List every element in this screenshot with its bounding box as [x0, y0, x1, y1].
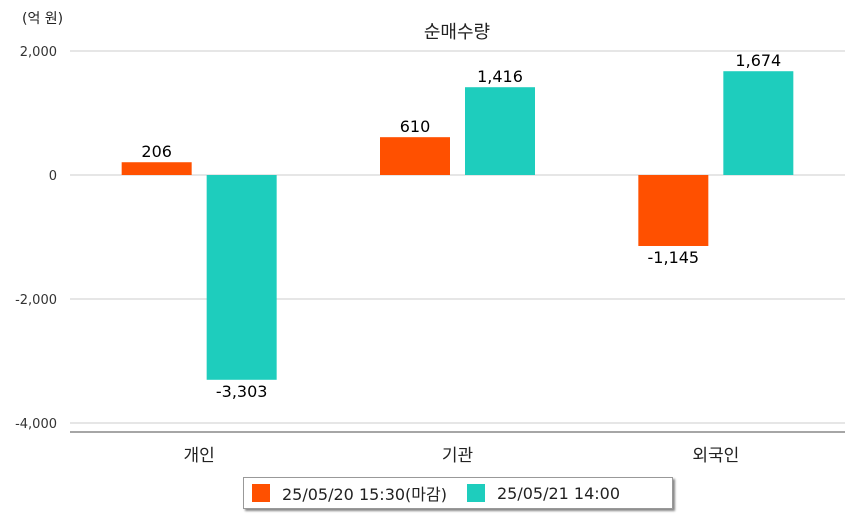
legend-item-series-1[interactable]: 25/05/20 15:30(마감)	[252, 481, 447, 505]
chart-plot: -4,000 -2,000 0 2,000 개인 206 -3,303 기관 610 1,416 외…	[15, 45, 845, 466]
legend-label-series-1: 25/05/20 15:30(마감)	[282, 485, 447, 504]
data-label: 1,416	[477, 67, 523, 86]
y-tick-label: 0	[49, 169, 57, 184]
bar	[638, 175, 709, 246]
bar	[206, 175, 277, 380]
data-label: -3,303	[216, 382, 268, 401]
legend-item-series-2[interactable]: 25/05/21 14:00	[466, 483, 621, 503]
bar	[380, 137, 450, 175]
data-label: -1,145	[648, 248, 700, 267]
data-label: 206	[141, 142, 172, 161]
x-tick-label: 개인	[184, 446, 215, 466]
bar	[465, 87, 535, 175]
legend-label-series-2: 25/05/21 14:00	[496, 483, 621, 503]
x-tick-label: 기관	[442, 446, 473, 466]
unit-label: (억 원)	[22, 11, 64, 27]
y-tick-label: -4,000	[15, 417, 57, 432]
data-label: 1,674	[735, 51, 781, 70]
bar	[121, 162, 192, 175]
legend-swatch-series-1	[252, 484, 270, 502]
bar	[723, 71, 794, 175]
y-tick-label: -2,000	[15, 293, 57, 308]
legend-swatch-series-2	[466, 484, 485, 502]
y-tick-label: 2,000	[20, 45, 57, 60]
x-tick-label: 외국인	[692, 446, 739, 466]
chart-title: 순매수량	[423, 22, 491, 43]
legend: 25/05/20 15:30(마감) 25/05/21 14:00	[243, 477, 673, 509]
data-label: 610	[400, 117, 431, 136]
